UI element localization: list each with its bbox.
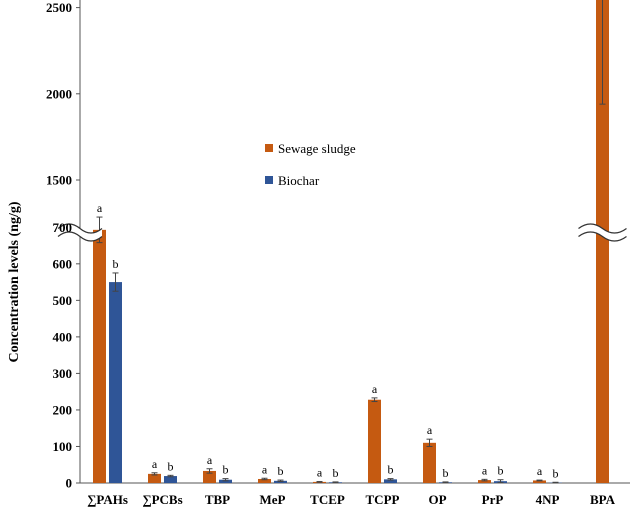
bar-sewage-sludge: [596, 0, 609, 484]
x-tick-label: MeP: [260, 492, 286, 507]
labels: 0100200300400500600700150020002500300035…: [46, 0, 616, 507]
y-tick-label: 2000: [46, 86, 72, 101]
bar-biochar: [219, 479, 232, 483]
bars: [93, 0, 609, 484]
axis-break-left-mask: [58, 223, 102, 241]
y-tick-label: 400: [53, 329, 73, 344]
y-tick-label: 600: [53, 256, 73, 271]
bar-biochar: [109, 282, 122, 483]
significance-label: a: [482, 463, 488, 477]
significance-label: b: [168, 459, 174, 473]
bar-sewage-sludge: [148, 473, 161, 483]
x-tick-label: TCPP: [366, 492, 400, 507]
legend-swatch-sewage-sludge: [265, 144, 273, 152]
legend-swatch-biochar: [265, 176, 273, 184]
significance-label: b: [333, 466, 339, 480]
bar-sewage-sludge: [423, 442, 436, 483]
bar-sewage-sludge: [93, 229, 106, 483]
significance-label: b: [278, 464, 284, 478]
significance-label: b: [553, 466, 559, 480]
significance-label: b: [498, 464, 504, 478]
y-tick-label: 0: [66, 476, 73, 491]
y-tick-label: 500: [53, 293, 73, 308]
y-tick-label: 700: [53, 220, 73, 235]
axis-break-bpa-mask: [578, 223, 627, 241]
axis-break-bpa-line: [578, 223, 627, 234]
axis-break-bpa-line: [578, 231, 627, 242]
significance-label: a: [207, 453, 213, 467]
x-tick-label: ∑PCBs: [142, 492, 182, 507]
bar-sewage-sludge: [258, 478, 271, 483]
significance-label: a: [152, 457, 158, 471]
axis-break-left-line: [57, 231, 103, 242]
significance-label: a: [97, 201, 103, 215]
bar-biochar: [384, 479, 397, 483]
bar-sewage-sludge: [533, 480, 546, 483]
legend: Sewage sludge Biochar: [265, 141, 356, 188]
legend-label-sewage-sludge: Sewage sludge: [278, 141, 356, 156]
bar-sewage-sludge: [203, 470, 216, 483]
x-tick-label: ∑PAHs: [87, 492, 128, 507]
axes: [76, 0, 630, 484]
significance-label: a: [317, 466, 323, 480]
significance-label: a: [372, 382, 378, 396]
axis-break-left-line: [57, 223, 103, 234]
x-tick-label: PrP: [482, 492, 504, 507]
bar-sewage-sludge: [478, 480, 491, 483]
significance-label: a: [427, 423, 433, 437]
y-tick-label: 2500: [46, 0, 72, 15]
y-tick-label: 1500: [46, 173, 72, 188]
legend-label-biochar: Biochar: [278, 173, 320, 188]
bar-biochar: [164, 476, 177, 483]
significance-label: b: [388, 463, 394, 477]
y-tick-label: 300: [53, 366, 73, 381]
x-tick-label: TBP: [205, 492, 230, 507]
x-tick-label: TCEP: [310, 492, 345, 507]
significance-label: a: [262, 462, 268, 476]
bar-sewage-sludge: [368, 399, 381, 483]
significance-label: a: [537, 464, 543, 478]
y-tick-label: 200: [53, 402, 73, 417]
significance-label: b: [223, 463, 229, 477]
significance-label: b: [443, 466, 449, 480]
x-tick-label: 4NP: [536, 492, 560, 507]
x-tick-label: BPA: [590, 492, 616, 507]
axis-breaks: [57, 223, 627, 242]
y-axis-label: Concentration levels (ng/g): [7, 201, 22, 362]
x-tick-label: OP: [428, 492, 446, 507]
y-tick-label: 100: [53, 439, 73, 454]
significance-label: b: [113, 257, 119, 271]
